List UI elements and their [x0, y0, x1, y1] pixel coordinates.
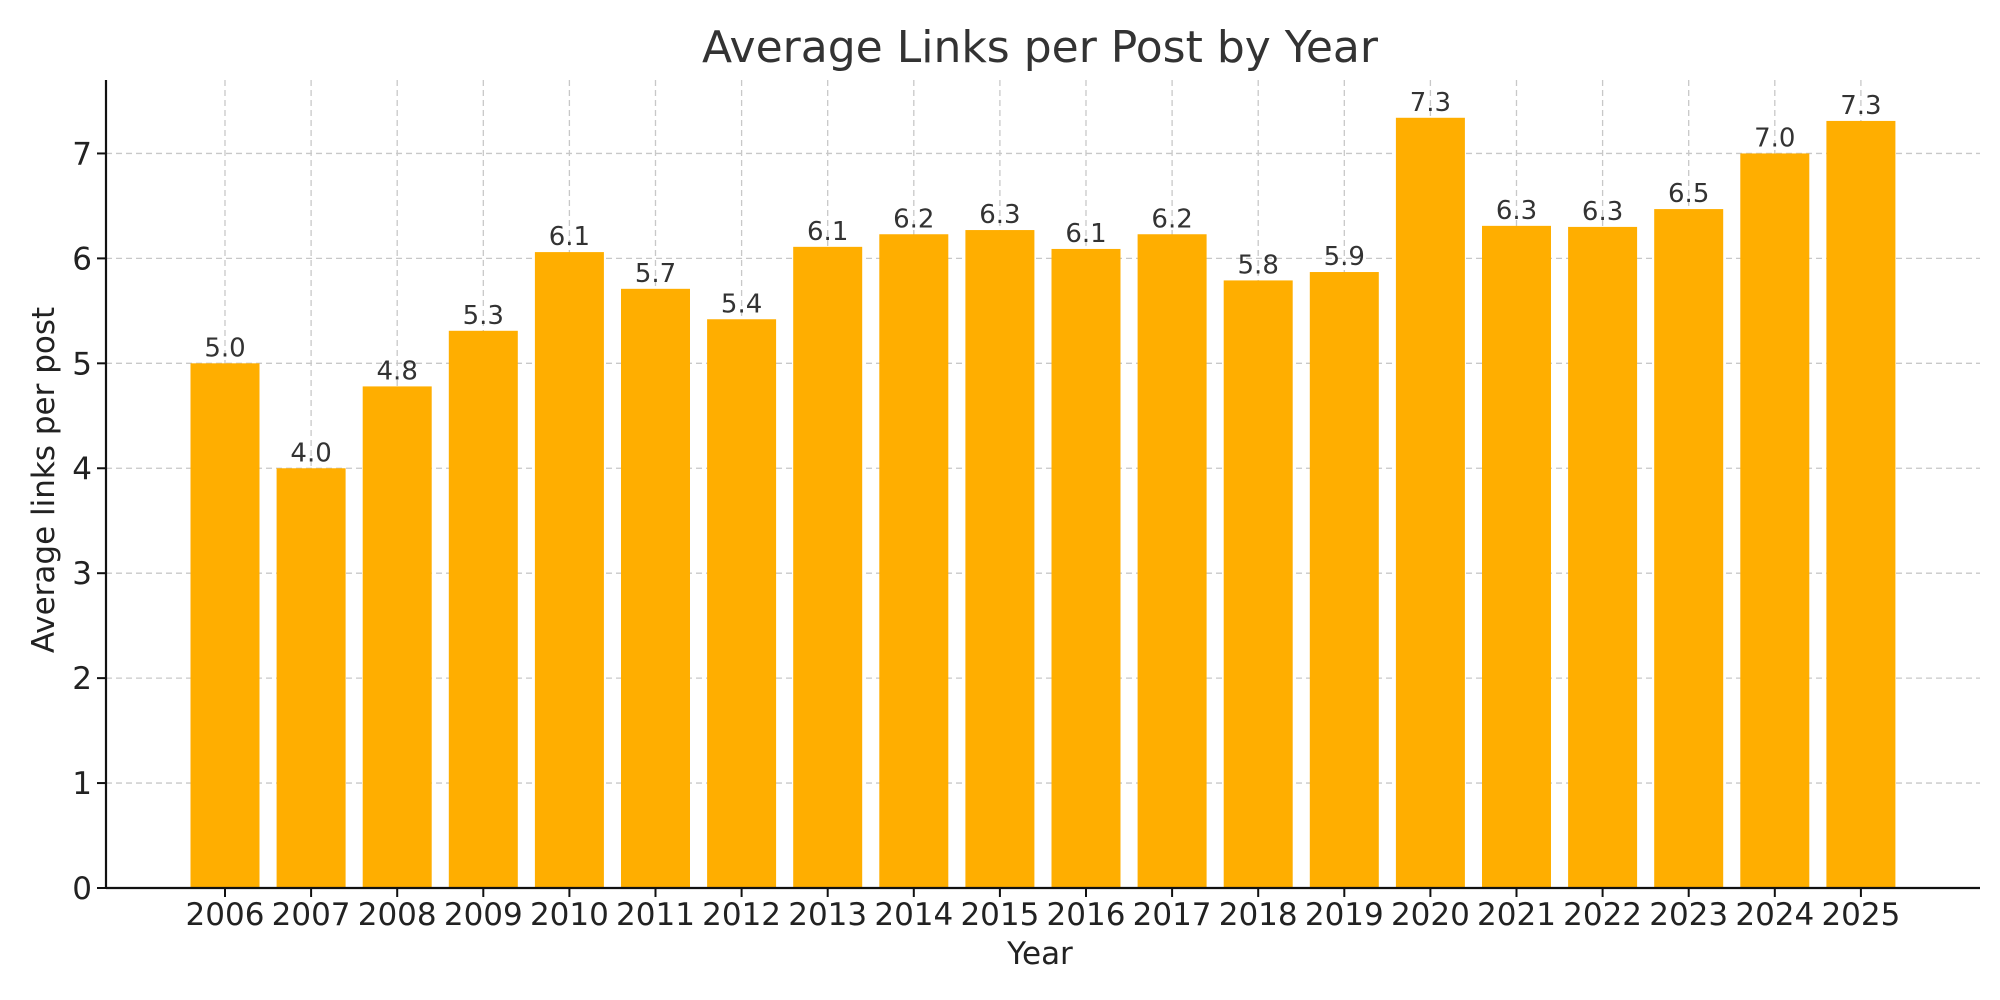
bar-2018 [1223, 280, 1293, 888]
bar-2016 [1051, 248, 1121, 889]
bar-2008 [362, 386, 432, 888]
x-tick-label-2021: 2021 [1477, 897, 1556, 933]
y-tick-label: 7 [72, 136, 92, 172]
bar-2025 [1826, 120, 1896, 888]
bar-2022 [1568, 226, 1638, 889]
x-tick-label-2008: 2008 [358, 897, 437, 933]
data-label-2012: 5.4 [721, 289, 762, 319]
x-tick-label-2011: 2011 [616, 897, 695, 933]
x-tick-label-2022: 2022 [1563, 897, 1642, 933]
y-tick-label: 6 [72, 241, 92, 277]
x-tick-label-2014: 2014 [874, 897, 953, 933]
x-tick-label-2023: 2023 [1649, 897, 1728, 933]
x-tick-label-2017: 2017 [1133, 897, 1212, 933]
bar-2024 [1740, 153, 1810, 889]
y-tick-label: 3 [72, 556, 92, 592]
data-label-2008: 4.8 [377, 356, 418, 386]
bars [190, 117, 1896, 889]
bar-2011 [621, 288, 690, 888]
x-axis-label: Year [1006, 936, 1073, 972]
data-label-2018: 5.8 [1238, 250, 1279, 280]
data-label-2021: 6.3 [1496, 196, 1537, 226]
bar-2010 [534, 252, 604, 888]
data-label-2025: 7.3 [1840, 91, 1881, 121]
x-tick-label-2012: 2012 [702, 897, 781, 933]
data-label-2009: 5.3 [463, 301, 504, 331]
data-label-2010: 6.1 [549, 222, 590, 252]
data-labels: 5.0 4.0 4.8 5.3 6.1 5.7 5.4 6.1 6.2 6.3 6.1 6.2 5.8 5… [204, 88, 1881, 468]
y-tick-label: 5 [72, 346, 92, 382]
data-label-2014: 6.2 [893, 204, 934, 234]
data-label-2006: 5.0 [204, 333, 245, 363]
axes: 0 1 2 3 4 5 6 7 2006 2007 2008 2009 2010 2011 2012 2013… [72, 80, 1980, 933]
y-tick-label: 4 [72, 451, 92, 487]
x-tick-label-2024: 2024 [1735, 897, 1814, 933]
x-tick-label-2020: 2020 [1391, 897, 1470, 933]
bar-2007 [276, 468, 346, 888]
x-tick-label-2013: 2013 [788, 897, 867, 933]
bar-2023 [1654, 209, 1724, 888]
data-label-2020: 7.3 [1410, 88, 1451, 118]
bar-2019 [1309, 272, 1379, 889]
data-label-2015: 6.3 [979, 200, 1020, 230]
x-tick-label-2006: 2006 [186, 897, 265, 933]
y-axis-label: Average links per post [26, 307, 62, 653]
data-label-2013: 6.1 [807, 217, 848, 247]
bar-2017 [1137, 234, 1207, 889]
x-tick-label-2016: 2016 [1047, 897, 1126, 933]
y-tick-label: 2 [72, 661, 92, 697]
x-tick-label-2010: 2010 [530, 897, 609, 933]
bar-2015 [965, 230, 1035, 889]
data-label-2011: 5.7 [635, 259, 676, 289]
chart-title: Average Links per Post by Year [702, 22, 1379, 73]
x-tick-label-2025: 2025 [1821, 897, 1900, 933]
data-label-2024: 7.0 [1754, 123, 1795, 153]
bar-2013 [793, 246, 863, 889]
bar-2009 [448, 330, 518, 888]
y-tick-label: 1 [72, 766, 92, 802]
data-label-2022: 6.3 [1582, 197, 1623, 227]
y-tick-label: 0 [72, 871, 92, 907]
bar-2014 [879, 234, 949, 889]
data-label-2007: 4.0 [290, 438, 331, 468]
data-label-2016: 6.1 [1065, 219, 1106, 249]
x-tick-label-2009: 2009 [444, 897, 523, 933]
bar-2012 [707, 319, 777, 888]
x-tick-label-2018: 2018 [1219, 897, 1298, 933]
x-tick-label-2015: 2015 [960, 897, 1039, 933]
bar-2021 [1482, 225, 1551, 888]
bar-2020 [1395, 117, 1465, 889]
data-label-2019: 5.9 [1324, 242, 1365, 272]
x-tick-label-2019: 2019 [1305, 897, 1384, 933]
data-label-2017: 6.2 [1151, 204, 1192, 234]
bar-2006 [190, 363, 260, 888]
data-label-2023: 6.5 [1668, 179, 1709, 209]
x-tick-label-2007: 2007 [272, 897, 351, 933]
